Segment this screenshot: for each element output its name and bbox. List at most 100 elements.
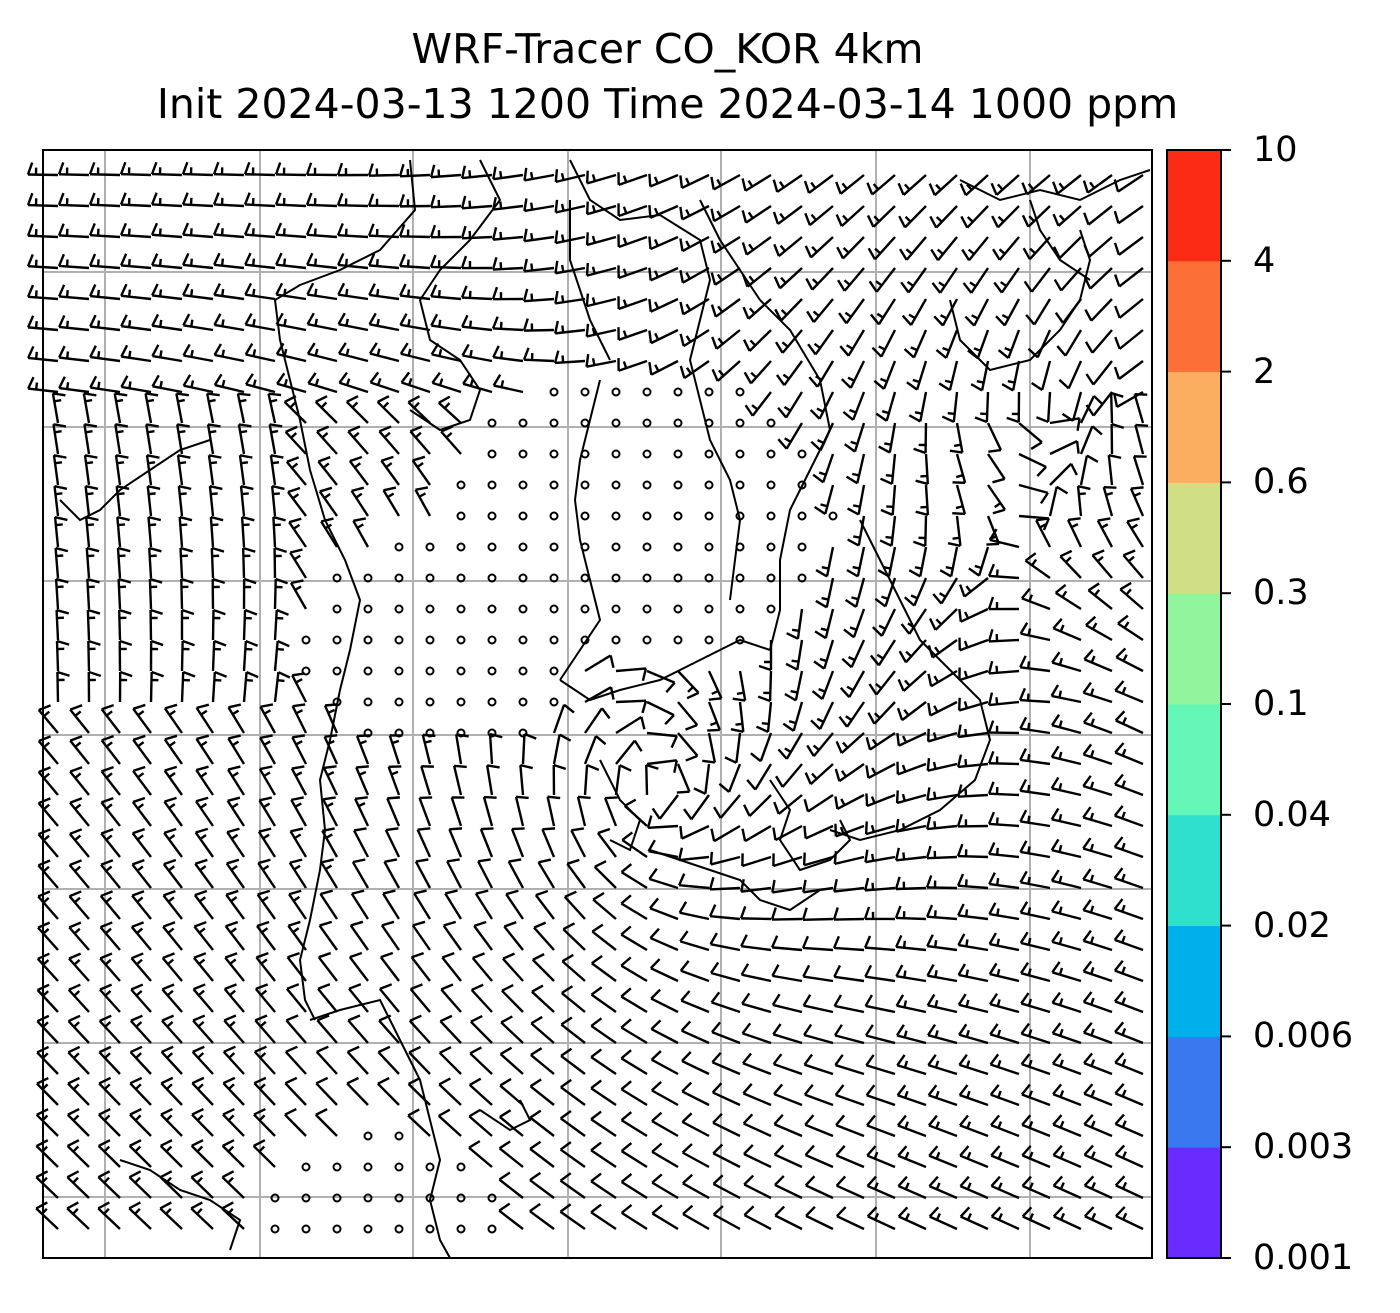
wind-barb: [66, 1170, 90, 1199]
wind-barb: [239, 484, 254, 517]
wind-barb: [1082, 681, 1113, 704]
colorbar-band: [1167, 371, 1221, 483]
wind-barb: [898, 639, 927, 664]
wind-barb: [487, 666, 497, 676]
wind-barb: [87, 670, 102, 703]
wind-barb: [259, 703, 277, 734]
wind-barb: [967, 329, 990, 360]
wind-barb: [67, 1045, 90, 1075]
wind-barb: [931, 267, 958, 294]
wind-barb: [151, 313, 183, 332]
wind-barb: [377, 1077, 400, 1106]
wind-barb: [896, 1114, 927, 1138]
wind-barb: [175, 392, 190, 424]
wind-barb: [711, 1021, 741, 1045]
wind-barb: [456, 666, 466, 676]
wind-barb: [254, 983, 276, 1013]
wind-barb: [989, 1053, 1020, 1076]
wind-barb: [242, 577, 257, 610]
wind-barb: [590, 1110, 617, 1137]
wind-barb: [1119, 581, 1144, 610]
wind-barb: [491, 316, 524, 332]
wind-barb: [437, 1108, 462, 1137]
wind-barb: [68, 952, 90, 982]
colorbar-tick-label: 0.006: [1253, 1016, 1354, 1057]
wind-barb: [741, 853, 772, 868]
wind-barb: [1096, 517, 1114, 548]
wind-barb: [456, 1162, 466, 1172]
wind-barb: [100, 859, 121, 889]
wind-barb: [100, 765, 121, 796]
wind-barb: [54, 577, 69, 610]
wind-barb: [928, 608, 958, 631]
wind-barb: [590, 1172, 617, 1199]
wind-barb: [531, 984, 555, 1013]
wind-barb: [959, 174, 989, 197]
wind-barb: [735, 604, 745, 614]
wind-barb: [98, 1014, 121, 1044]
wind-barb: [560, 1047, 586, 1075]
colorbar-band: [1167, 1147, 1221, 1259]
wind-barb: [840, 360, 866, 389]
wind-barb: [710, 267, 741, 286]
wind-barb: [1113, 867, 1144, 890]
wind-barb: [865, 1054, 896, 1076]
wind-barb: [742, 298, 772, 320]
wind-barb: [559, 1172, 586, 1199]
wind-barb: [456, 573, 466, 583]
wind-barb: [89, 375, 121, 394]
wind-barb: [1018, 422, 1043, 450]
wind-barb: [116, 546, 131, 579]
wind-barb: [291, 734, 308, 765]
wind-barb: [159, 1139, 183, 1168]
wind-barb: [518, 666, 528, 676]
wind-barb: [240, 515, 255, 548]
colorbar-tick-label: 0.04: [1253, 794, 1331, 835]
wind-barb: [1082, 991, 1113, 1014]
wind-barb: [611, 449, 621, 459]
wind-barb: [1082, 174, 1113, 194]
wind-barb: [583, 763, 600, 796]
wind-barb: [211, 670, 228, 703]
wind-barb: [501, 983, 524, 1013]
wind-barb: [832, 935, 865, 952]
wind-barb: [130, 952, 152, 982]
wind-barb: [1021, 205, 1051, 228]
wind-barb: [399, 313, 431, 332]
wind-barb: [741, 992, 772, 1014]
wind-barb: [992, 236, 1020, 261]
wind-barb: [814, 608, 835, 640]
wind-barb: [844, 422, 866, 453]
wind-barb: [348, 951, 369, 982]
coastline-segment: [569, 200, 611, 361]
colorbar-band: [1167, 704, 1221, 816]
wind-barb: [835, 1145, 865, 1169]
wind-barb: [903, 329, 928, 359]
wind-barb: [522, 318, 555, 332]
wind-barb: [1113, 898, 1144, 921]
coastline-segment: [959, 169, 1151, 202]
wind-barb: [681, 1081, 710, 1107]
wind-barb: [935, 329, 959, 359]
wind-barb: [132, 703, 152, 734]
wind-barb: [1114, 773, 1144, 797]
map-title: WRF-Tracer CO_KOR 4km Init 2024-03-13 12…: [0, 22, 1335, 132]
wind-barb: [775, 329, 803, 354]
wind-barb: [380, 455, 400, 486]
wind-barb: [1107, 453, 1122, 486]
wind-barb: [710, 961, 741, 983]
wind-barb: [957, 963, 989, 983]
wind-barb: [926, 934, 958, 952]
wind-barb: [306, 252, 338, 270]
wind-barb: [711, 1082, 741, 1107]
wind-barb: [1066, 517, 1083, 548]
wind-barb: [986, 422, 1003, 453]
wind-barb: [518, 418, 528, 428]
wind-barb: [620, 1173, 648, 1200]
wind-barb: [803, 824, 834, 840]
wind-barb: [620, 1049, 648, 1076]
wind-barb: [673, 573, 683, 583]
wind-barb: [519, 763, 533, 796]
wind-barb: [864, 994, 896, 1014]
wind-barb: [456, 635, 466, 645]
